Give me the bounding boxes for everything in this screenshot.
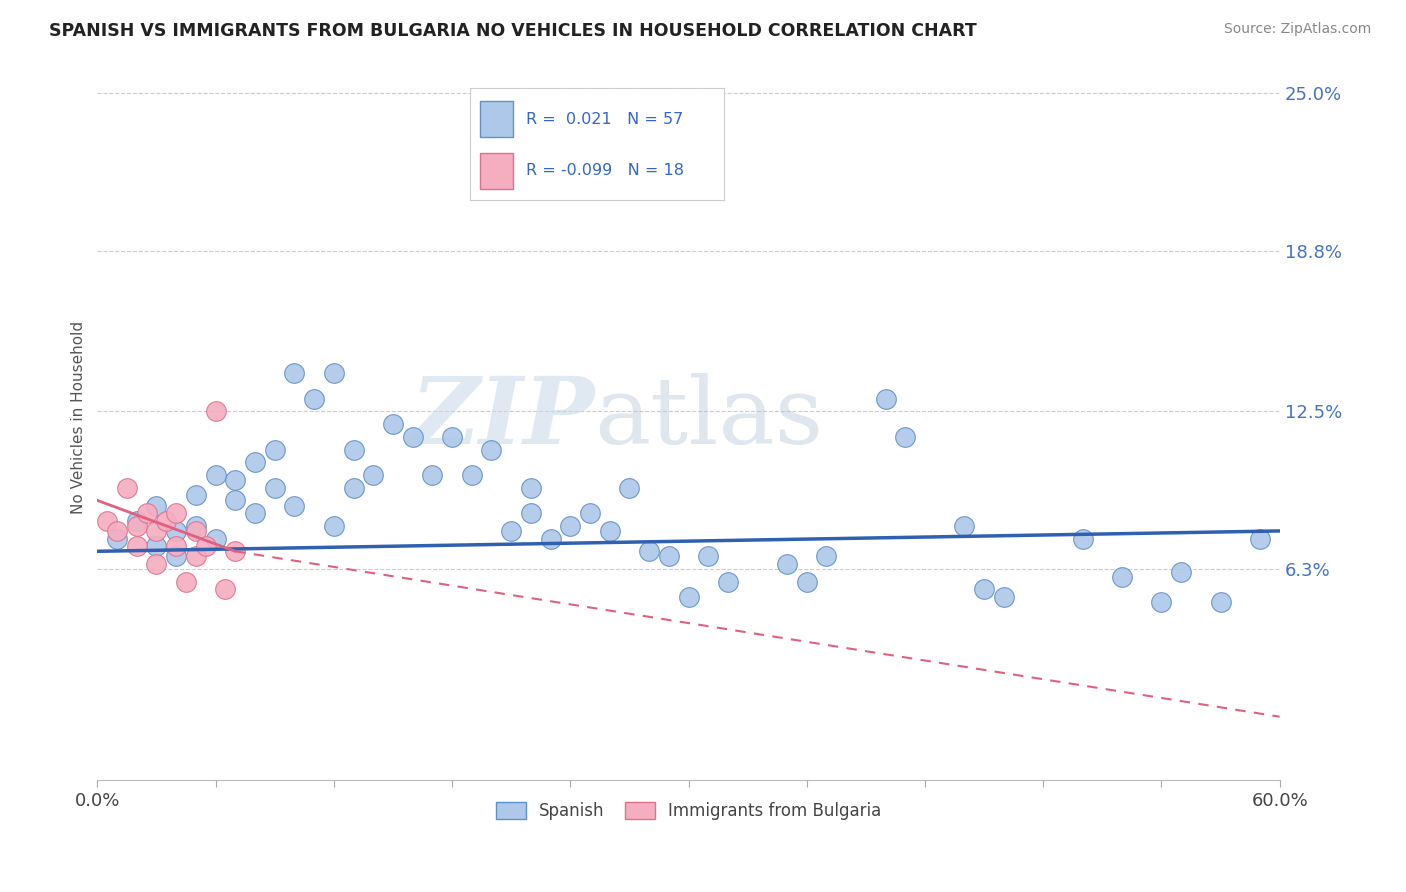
Text: Source: ZipAtlas.com: Source: ZipAtlas.com	[1223, 22, 1371, 37]
Point	[599, 524, 621, 538]
Point	[342, 442, 364, 457]
Point	[155, 514, 177, 528]
Point	[1209, 595, 1232, 609]
Point	[697, 549, 720, 564]
Point	[115, 481, 138, 495]
Point	[125, 514, 148, 528]
Point	[184, 488, 207, 502]
Point	[224, 493, 246, 508]
Point	[342, 481, 364, 495]
Point	[184, 519, 207, 533]
Point	[638, 544, 661, 558]
Point	[145, 557, 167, 571]
Point	[125, 519, 148, 533]
Point	[322, 519, 344, 533]
Text: atlas: atlas	[593, 373, 823, 463]
Point	[283, 366, 305, 380]
Point	[145, 539, 167, 553]
Point	[973, 582, 995, 597]
Point	[520, 506, 543, 520]
Point	[322, 366, 344, 380]
Point	[560, 519, 582, 533]
Point	[263, 442, 285, 457]
Point	[579, 506, 602, 520]
Point	[420, 467, 443, 482]
Point	[214, 582, 236, 597]
Point	[658, 549, 681, 564]
Point	[204, 467, 226, 482]
Point	[184, 524, 207, 538]
Point	[776, 557, 799, 571]
Point	[184, 549, 207, 564]
Point	[1071, 532, 1094, 546]
Point	[953, 519, 976, 533]
Point	[165, 539, 187, 553]
Point	[875, 392, 897, 406]
Point	[263, 481, 285, 495]
Point	[1249, 532, 1271, 546]
Point	[461, 467, 484, 482]
Y-axis label: No Vehicles in Household: No Vehicles in Household	[72, 321, 86, 515]
Point	[105, 524, 128, 538]
Text: ZIP: ZIP	[409, 373, 593, 463]
Point	[224, 544, 246, 558]
Point	[224, 473, 246, 487]
Point	[174, 574, 197, 589]
Point	[501, 524, 523, 538]
Point	[381, 417, 404, 431]
Point	[894, 430, 917, 444]
Legend: Spanish, Immigrants from Bulgaria: Spanish, Immigrants from Bulgaria	[489, 795, 889, 826]
Text: SPANISH VS IMMIGRANTS FROM BULGARIA NO VEHICLES IN HOUSEHOLD CORRELATION CHART: SPANISH VS IMMIGRANTS FROM BULGARIA NO V…	[49, 22, 977, 40]
Point	[540, 532, 562, 546]
Point	[993, 590, 1015, 604]
Point	[361, 467, 384, 482]
Point	[145, 499, 167, 513]
Point	[1170, 565, 1192, 579]
Point	[815, 549, 838, 564]
Point	[302, 392, 325, 406]
Point	[165, 524, 187, 538]
Point	[204, 404, 226, 418]
Point	[520, 481, 543, 495]
Point	[441, 430, 464, 444]
Point	[619, 481, 641, 495]
Point	[125, 539, 148, 553]
Point	[145, 524, 167, 538]
Point	[481, 442, 503, 457]
Point	[135, 506, 157, 520]
Point	[401, 430, 423, 444]
Point	[96, 514, 118, 528]
Point	[1111, 570, 1133, 584]
Point	[105, 532, 128, 546]
Point	[717, 574, 740, 589]
Point	[204, 532, 226, 546]
Point	[796, 574, 818, 589]
Point	[243, 506, 266, 520]
Point	[678, 590, 700, 604]
Point	[243, 455, 266, 469]
Point	[283, 499, 305, 513]
Point	[194, 539, 217, 553]
Point	[1150, 595, 1173, 609]
Point	[165, 549, 187, 564]
Point	[165, 506, 187, 520]
